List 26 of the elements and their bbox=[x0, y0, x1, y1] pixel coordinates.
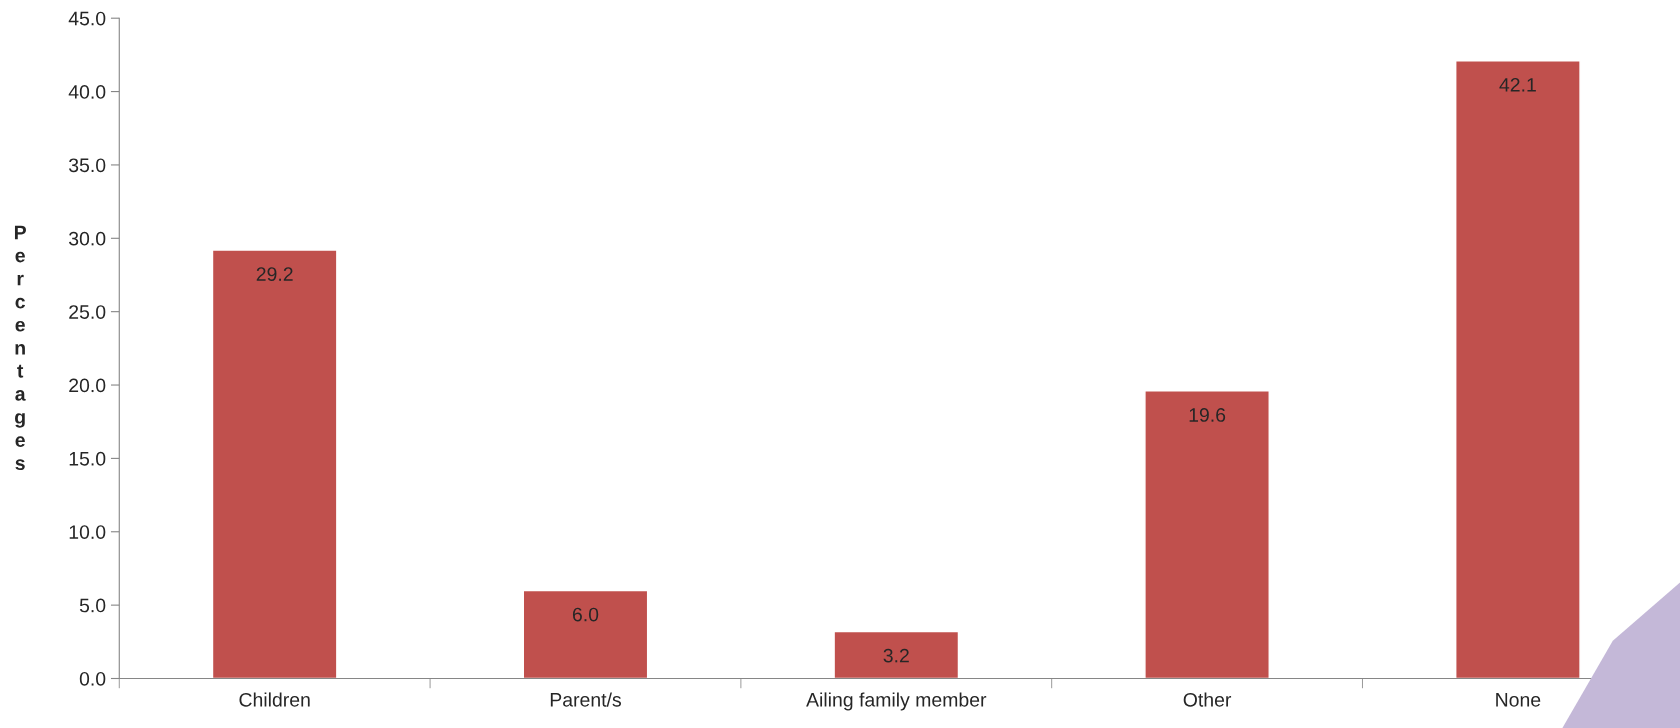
y-tick-label: 35.0 bbox=[68, 158, 106, 173]
bar bbox=[1455, 60, 1581, 679]
data-label: 42.1 bbox=[1499, 77, 1536, 92]
y-tick-label: 0.0 bbox=[79, 671, 106, 686]
bar bbox=[522, 589, 649, 679]
data-label: 6.0 bbox=[572, 607, 599, 622]
data-label: 19.6 bbox=[1189, 408, 1226, 422]
x-tick-label: None bbox=[1496, 693, 1541, 707]
y-tick-label: 15.0 bbox=[69, 451, 106, 466]
bar bbox=[1144, 390, 1270, 679]
x-tick-label: Other bbox=[1183, 692, 1232, 707]
data-label: 29.2 bbox=[256, 267, 293, 281]
y-tick-label: 20.0 bbox=[69, 378, 106, 393]
x-tick-label: Parent/s bbox=[550, 692, 621, 707]
bar bbox=[833, 630, 960, 679]
y-tick-label: 5.0 bbox=[79, 598, 106, 613]
y-tick-label: 30.0 bbox=[68, 231, 106, 246]
y-tick-label: 40.0 bbox=[68, 85, 106, 99]
data-label: 3.2 bbox=[883, 648, 909, 663]
y-tick-label: 10.0 bbox=[69, 525, 106, 539]
x-tick-label: Children bbox=[239, 692, 310, 707]
y-tick-label: 45.0 bbox=[68, 11, 106, 26]
bar bbox=[211, 249, 338, 679]
x-tick-label: Ailing family member bbox=[806, 692, 987, 711]
y-tick-label: 25.0 bbox=[69, 305, 106, 319]
text: Percentages bbox=[14, 225, 26, 470]
